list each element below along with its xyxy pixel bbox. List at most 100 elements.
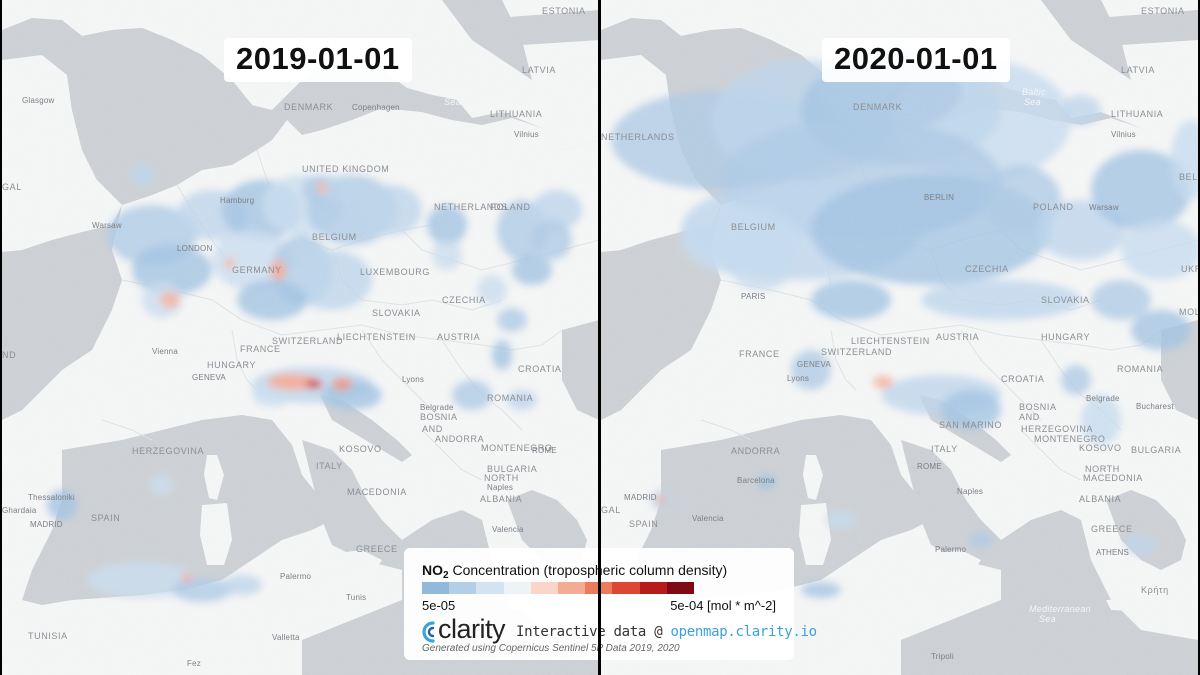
no2-patch — [181, 574, 193, 582]
legend-max-label: 5e-04 [mol * m^-2] — [670, 598, 776, 613]
sea-area — [472, 10, 598, 45]
interactive-prefix: Interactive data @ — [516, 624, 671, 640]
no2-patch — [726, 230, 796, 290]
legend-swatch — [530, 582, 559, 594]
map-label-country: ND — [2, 350, 16, 360]
no2-patch — [477, 275, 507, 305]
map-label-country: SPAIN — [91, 513, 120, 523]
border-line — [960, 329, 1042, 421]
map-label-city: Valletta — [272, 633, 300, 642]
no2-patch — [1081, 395, 1121, 445]
map-label-country: LUXEMBOURG — [360, 267, 430, 277]
border-line — [700, 419, 752, 441]
interactive-data-text: Interactive data @ openmap.clarity.io — [516, 624, 817, 640]
sea-area — [901, 510, 1198, 675]
map-label-country: NETHERLANDS — [434, 202, 508, 212]
no2-patch — [362, 185, 422, 235]
map-label-country: LATVIA — [1121, 65, 1155, 75]
map-label-country: CZECHIA — [965, 264, 1009, 274]
sea-area — [601, 260, 681, 420]
map-label-country: MACEDONIA — [347, 487, 407, 497]
map-label-city: Vienna — [152, 347, 178, 356]
legend-title-subscript: 2 — [443, 570, 449, 581]
map-label-country: SLOVAKIA — [1041, 295, 1090, 305]
no2-patch — [452, 380, 492, 410]
map-label-country: HERZEGOVINA — [1021, 424, 1093, 434]
no2-patch — [222, 575, 262, 595]
no2-overlay — [611, 50, 1198, 598]
map-label-city: Bucharest — [1136, 402, 1174, 411]
legend-color-scale — [422, 582, 695, 594]
map-panel-2020[interactable]: ESTONIA LATVIA Baltic Sea DENMARK LITHUANIA Vi… — [601, 0, 1198, 675]
no2-overlay — [47, 163, 582, 602]
no2-patch — [1126, 535, 1156, 555]
sea-area — [1106, 490, 1186, 570]
map-label-country: POLAND — [1033, 202, 1074, 212]
border-line — [121, 279, 483, 346]
map-canvas-2020[interactable]: ESTONIALATVIABalticSeaDENMARKLITHUANIAVi… — [601, 0, 1198, 675]
no2-patch — [1121, 220, 1198, 280]
island — [799, 503, 831, 565]
border-line — [101, 419, 153, 441]
border-line — [421, 429, 483, 481]
no2-patch — [237, 280, 307, 320]
no2-patch — [656, 496, 666, 504]
island — [200, 503, 232, 565]
sea-area — [562, 320, 598, 420]
openmap-link[interactable]: openmap.clarity.io — [670, 624, 817, 640]
legend-swatch — [449, 582, 477, 594]
landmass — [2, 55, 122, 252]
map-label-country: LIECHTENSTEIN — [337, 332, 416, 342]
map-label-country: UNITED KINGDOM — [302, 164, 389, 174]
map-label-country: CZECHIA — [442, 295, 486, 305]
map-label-country: GAL — [601, 505, 621, 515]
no2-patch — [150, 475, 174, 495]
map-label-city: Fez — [187, 659, 201, 668]
map-label-city: ROME — [917, 462, 942, 471]
map-label-city: Tunis — [346, 593, 366, 602]
map-label-city: Palermo — [935, 545, 967, 554]
map-label-city: Barcelona — [737, 476, 775, 485]
map-label-country: TUNISIA — [28, 631, 68, 641]
map-label-city: Vilnius — [514, 130, 539, 139]
map-label-country: SWITZERLAND — [272, 336, 343, 346]
no2-patch — [826, 510, 856, 530]
no2-patch — [317, 178, 367, 202]
legend-min-label: 5e-05 — [422, 598, 456, 613]
map-label-city: LONDON — [177, 244, 212, 253]
no2-patch — [1091, 150, 1191, 230]
map-label-country: Κρήτη — [1141, 585, 1169, 595]
map-label-city: Belgrade — [1086, 394, 1120, 403]
map-label-country: UKRAINE — [1181, 264, 1198, 274]
no2-patch — [160, 292, 180, 308]
map-label-country: MONTENEGRO — [481, 443, 553, 453]
clarity-brand-name: clarity — [438, 614, 506, 644]
border-line — [830, 329, 857, 391]
map-label-city: Ghardaia — [2, 506, 37, 515]
map-label-sea: Sea — [1024, 97, 1041, 107]
no2-patch — [47, 490, 77, 520]
no2-patch — [1171, 120, 1198, 200]
map-label-country: BULGARIA — [487, 464, 537, 474]
no2-patch — [172, 578, 232, 602]
no2-patch — [306, 379, 322, 389]
map-label-country: GERMANY — [232, 265, 282, 275]
no2-patch — [921, 280, 1081, 320]
place-labels: ESTONIALATVIABalticSeaDENMARKLITHUANIAVi… — [601, 6, 1198, 661]
map-label-country: KOSOVO — [1079, 443, 1122, 453]
legend-title: NO2 Concentration (tropospheric column d… — [422, 562, 727, 581]
map-label-country: ITALY — [931, 444, 958, 454]
map-label-city: Hamburg — [220, 196, 254, 205]
date-badge-2020: 2020-01-01 — [822, 38, 1010, 82]
no2-patch — [432, 240, 462, 270]
map-label-country: NETHERLANDS — [601, 132, 675, 142]
map-label-city: PARIS — [741, 292, 765, 301]
map-label-country: HUNGARY — [207, 360, 256, 370]
map-label-country: MOLDOVA — [1179, 307, 1198, 317]
no2-patch — [267, 374, 317, 390]
map-label-country: ANDORRA — [435, 434, 484, 444]
map-label-country: ALBANIA — [1079, 494, 1121, 504]
no2-patch — [292, 250, 372, 310]
map-label-country: ROMANIA — [1117, 364, 1163, 374]
map-label-sea: Baltic — [1022, 87, 1046, 97]
